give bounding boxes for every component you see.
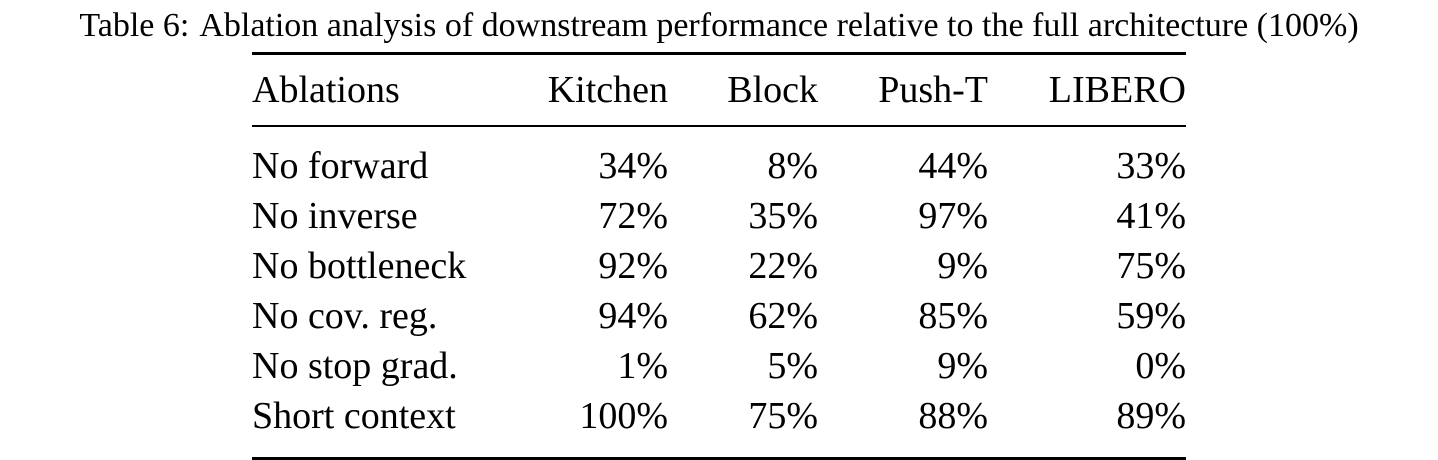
table-header: Ablations Kitchen Block Push-T LIBERO bbox=[252, 53, 1186, 126]
table-row: No inverse 72% 35% 97% 41% bbox=[252, 191, 1186, 241]
cell-kitchen: 34% bbox=[598, 145, 668, 187]
table-row: No stop grad. 1% 5% 9% 0% bbox=[252, 341, 1186, 391]
cell-block: 22% bbox=[748, 245, 818, 287]
row-label: No inverse bbox=[252, 195, 418, 237]
cell-push-t: 85% bbox=[918, 295, 988, 337]
row-label: No bottleneck bbox=[252, 245, 467, 287]
cell-libero: 89% bbox=[1116, 395, 1186, 437]
table-caption: Table 6: Ablation analysis of downstream … bbox=[0, 6, 1438, 46]
cell-push-t: 9% bbox=[937, 345, 988, 387]
caption-text: Ablation analysis of downstream performa… bbox=[199, 7, 1359, 44]
table-body: No forward 34% 8% 44% 33% No inverse 72%… bbox=[252, 126, 1186, 459]
cell-push-t: 97% bbox=[918, 195, 988, 237]
cell-block: 8% bbox=[767, 145, 818, 187]
header-row: Ablations Kitchen Block Push-T LIBERO bbox=[252, 53, 1186, 126]
row-label: Short context bbox=[252, 395, 456, 437]
row-label: No stop grad. bbox=[252, 345, 458, 387]
table-row: No cov. reg. 94% 62% 85% 59% bbox=[252, 291, 1186, 341]
cell-kitchen: 100% bbox=[579, 395, 668, 437]
cell-libero: 0% bbox=[1135, 345, 1186, 387]
cell-push-t: 44% bbox=[918, 145, 988, 187]
header-kitchen: Kitchen bbox=[547, 69, 668, 111]
ablation-table: Ablations Kitchen Block Push-T LIBERO No… bbox=[252, 52, 1186, 460]
cell-push-t: 9% bbox=[937, 245, 988, 287]
cell-kitchen: 72% bbox=[598, 195, 668, 237]
cell-push-t: 88% bbox=[918, 395, 988, 437]
table-row: No bottleneck 92% 22% 9% 75% bbox=[252, 241, 1186, 291]
cell-libero: 75% bbox=[1116, 245, 1186, 287]
cell-kitchen: 94% bbox=[598, 295, 668, 337]
cell-kitchen: 92% bbox=[598, 245, 668, 287]
cell-block: 75% bbox=[748, 395, 818, 437]
cell-block: 35% bbox=[748, 195, 818, 237]
row-label: No cov. reg. bbox=[252, 295, 438, 337]
header-libero: LIBERO bbox=[1048, 69, 1186, 111]
caption-label: Table 6: bbox=[79, 7, 190, 44]
header-ablations: Ablations bbox=[252, 69, 400, 111]
header-push-t: Push-T bbox=[878, 69, 988, 111]
row-label: No forward bbox=[252, 145, 429, 187]
cell-kitchen: 1% bbox=[617, 345, 668, 387]
cell-block: 5% bbox=[767, 345, 818, 387]
header-block: Block bbox=[727, 69, 818, 111]
table-row: Short context 100% 75% 88% 89% bbox=[252, 391, 1186, 459]
cell-libero: 41% bbox=[1116, 195, 1186, 237]
table-row: No forward 34% 8% 44% 33% bbox=[252, 126, 1186, 191]
cell-libero: 59% bbox=[1116, 295, 1186, 337]
cell-libero: 33% bbox=[1116, 145, 1186, 187]
cell-block: 62% bbox=[748, 295, 818, 337]
